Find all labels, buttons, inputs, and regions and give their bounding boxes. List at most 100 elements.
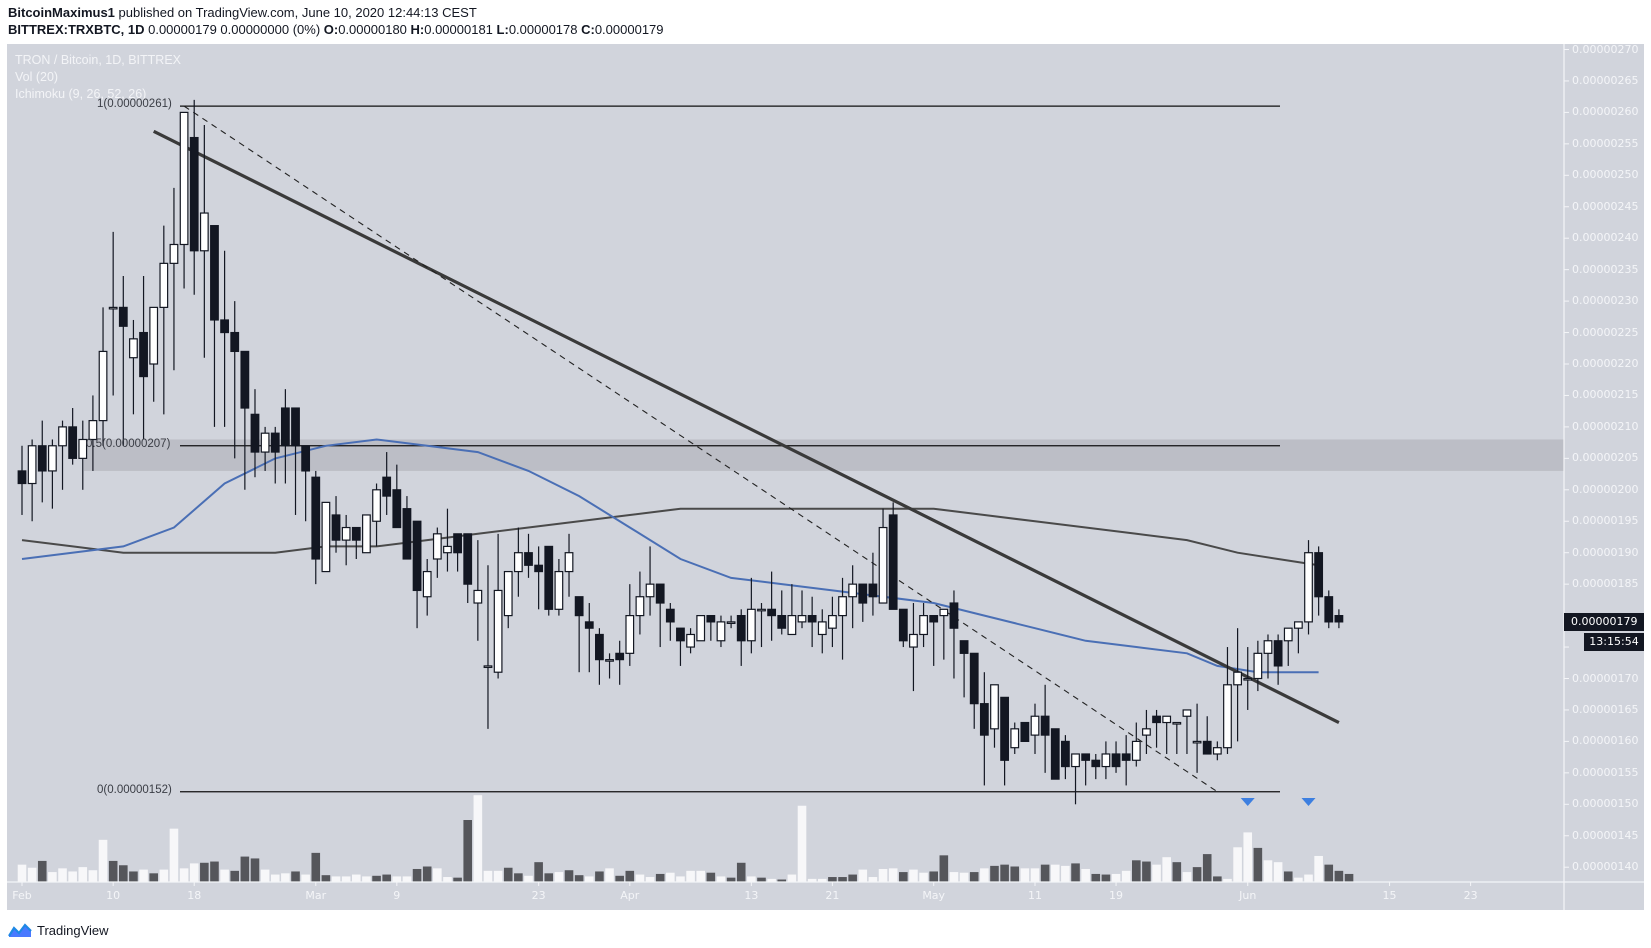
candle-body — [301, 445, 311, 472]
candle-body — [544, 545, 554, 610]
candle-body — [584, 621, 594, 629]
close-label: C: — [581, 22, 595, 37]
volume-bar — [108, 860, 118, 882]
trendlines[interactable] — [152, 105, 1340, 793]
candle-body — [898, 608, 908, 642]
volume-bar — [1040, 864, 1050, 882]
open-value: 0.00000180 — [338, 22, 411, 37]
candle-body — [1091, 759, 1101, 768]
legend-title[interactable]: TRON / Bitcoin, 1D, BITTREX — [15, 53, 182, 67]
volume-bar — [980, 868, 989, 882]
down-arrow-marker-icon — [1240, 798, 1255, 806]
volume-bar — [1223, 878, 1232, 882]
candle-body — [1101, 753, 1111, 768]
candle-body — [1152, 715, 1161, 724]
time-tick-label: Apr — [620, 889, 640, 902]
volume-bar — [129, 871, 138, 882]
author-name[interactable]: BitcoinMaximus1 — [8, 5, 115, 20]
axes — [7, 44, 1644, 910]
volume-bar — [331, 876, 341, 882]
volume-bar — [1263, 860, 1273, 882]
price-tick-label: 0.00000265 — [1572, 73, 1639, 87]
volume-bar — [716, 876, 726, 882]
volume-bar — [787, 874, 797, 882]
time-tick-label: 18 — [187, 889, 202, 902]
volume-bar — [1294, 877, 1303, 882]
legend-volume[interactable]: Vol (20) — [15, 70, 59, 84]
candle-body — [1202, 740, 1212, 755]
volume-bar — [230, 870, 240, 882]
high-label: H: — [410, 22, 425, 37]
time-tick-label: 23 — [531, 889, 546, 902]
volume-bar — [1273, 862, 1283, 882]
volume-bar — [483, 870, 493, 882]
candle-body — [78, 438, 88, 459]
candle-body — [382, 476, 392, 497]
chart-panel[interactable] — [7, 44, 1644, 910]
candle-body — [909, 633, 918, 648]
candle-body — [463, 533, 473, 585]
volume-bar — [321, 875, 331, 882]
volume-bar — [1030, 868, 1040, 882]
volume-bar — [807, 878, 817, 882]
candle-body — [311, 476, 321, 560]
candle-body — [1121, 753, 1131, 761]
time-tick-label: May — [922, 889, 946, 902]
volume-bar — [179, 868, 189, 882]
volume-bar — [17, 864, 27, 882]
volume-bar — [1121, 870, 1131, 882]
candle-body — [230, 331, 240, 353]
volume-bar — [1283, 871, 1293, 882]
candle-body — [47, 445, 57, 472]
volume-bar — [1243, 832, 1253, 882]
volume-bar — [433, 868, 442, 882]
candle-body — [1131, 740, 1141, 761]
candle-body — [118, 306, 128, 327]
fib-retracement[interactable] — [180, 105, 1280, 793]
time-tick-label: 19 — [1109, 889, 1124, 902]
candle-body — [210, 225, 219, 321]
legend-ichimoku[interactable]: Ichimoku (9, 26, 52, 26) — [15, 87, 147, 101]
volume-bar — [595, 871, 604, 882]
candle-body — [716, 621, 726, 642]
price-tick-label: 0.00000270 — [1572, 42, 1639, 56]
candle-body — [605, 659, 614, 662]
open-label: O: — [323, 22, 339, 37]
candle-body — [149, 306, 159, 365]
candle-body — [554, 570, 564, 610]
candle-body — [919, 614, 928, 636]
volume-bar — [37, 860, 47, 882]
volume-bar — [1000, 864, 1009, 882]
candle-body — [949, 602, 959, 629]
candle-body — [1223, 684, 1232, 749]
volume-bar — [453, 877, 462, 882]
candle-body — [169, 243, 179, 264]
candle-body — [402, 508, 412, 560]
fib-label-0-5: 0.5(0.00000207) — [86, 437, 171, 450]
volume-bar — [676, 876, 685, 882]
candle-body — [655, 583, 665, 604]
candle-body — [1212, 747, 1222, 755]
volume-bar — [1344, 873, 1354, 882]
volume-bar — [1132, 860, 1141, 882]
volume-bar — [868, 877, 878, 882]
close-value: 0.00000179 — [594, 22, 664, 37]
volume-bar — [1314, 855, 1323, 882]
high-value: 0.00000181 — [424, 22, 497, 37]
volume-bar — [726, 877, 736, 882]
time-tick-label: Feb — [12, 889, 32, 902]
volume-bar — [584, 876, 594, 882]
volume-bar — [473, 795, 483, 882]
volume-bar — [382, 874, 391, 882]
candle-body — [1293, 621, 1303, 629]
candle-body — [1111, 753, 1121, 768]
volume-bar — [392, 876, 402, 882]
volume-bar — [1111, 873, 1121, 882]
tradingview-branding[interactable]: TradingView — [8, 922, 109, 938]
candle-body — [645, 583, 655, 598]
volume-bar — [1081, 868, 1090, 882]
price-tick-label: 0.00000230 — [1572, 294, 1639, 308]
candle-body — [129, 338, 138, 359]
candle-body — [1314, 552, 1324, 598]
